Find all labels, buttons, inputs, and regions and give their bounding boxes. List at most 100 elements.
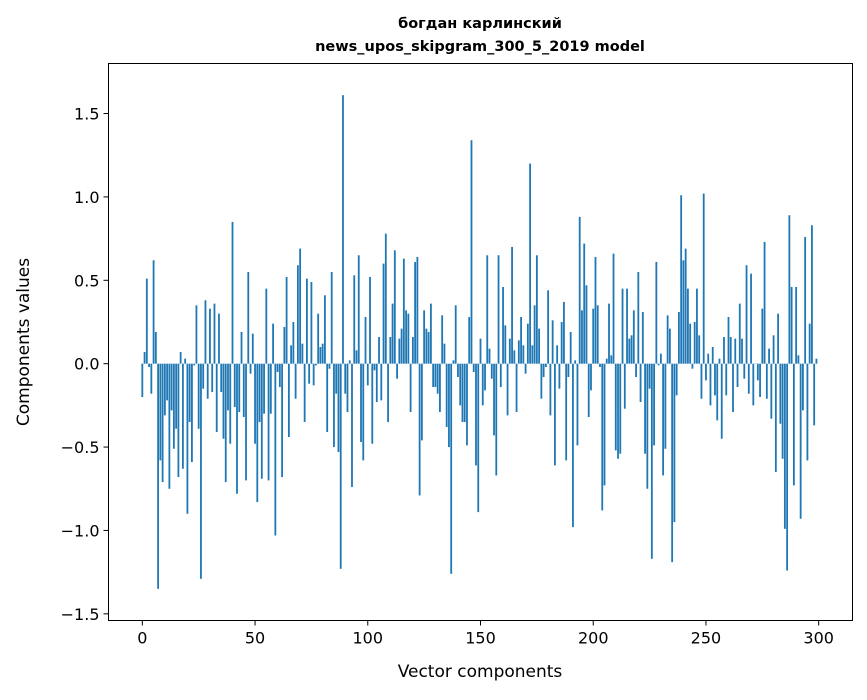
bar bbox=[721, 364, 723, 439]
bar bbox=[421, 364, 423, 441]
bar bbox=[349, 360, 351, 363]
bar bbox=[448, 364, 450, 447]
bar bbox=[356, 350, 358, 363]
bar bbox=[707, 354, 709, 364]
bar bbox=[802, 364, 804, 411]
bar bbox=[256, 364, 258, 502]
bar bbox=[200, 364, 202, 579]
bar bbox=[292, 322, 294, 364]
bar bbox=[274, 364, 276, 536]
bar bbox=[250, 364, 252, 374]
bar bbox=[795, 287, 797, 364]
bar bbox=[610, 355, 612, 363]
bar bbox=[209, 309, 211, 364]
bar bbox=[146, 279, 148, 364]
bar bbox=[468, 317, 470, 364]
bar bbox=[773, 335, 775, 363]
bar bbox=[500, 364, 502, 387]
bar bbox=[376, 364, 378, 402]
bar bbox=[247, 272, 249, 364]
bar bbox=[383, 264, 385, 364]
bar bbox=[295, 364, 297, 399]
bar bbox=[320, 347, 322, 364]
bar bbox=[683, 260, 685, 363]
bar bbox=[592, 309, 594, 364]
bar bbox=[283, 327, 285, 364]
bar bbox=[719, 359, 721, 364]
bar bbox=[604, 364, 606, 486]
bar bbox=[245, 364, 247, 481]
bar bbox=[538, 329, 540, 364]
bar bbox=[462, 364, 464, 422]
bar bbox=[570, 332, 572, 364]
bar bbox=[148, 364, 150, 367]
chart-title-line-2: news_upos_skipgram_300_5_2019 model bbox=[315, 39, 645, 55]
bar bbox=[712, 347, 714, 364]
bar bbox=[484, 364, 486, 391]
bar bbox=[734, 339, 736, 364]
bar bbox=[205, 300, 207, 363]
bar bbox=[473, 364, 475, 372]
bar bbox=[622, 289, 624, 364]
bar bbox=[816, 359, 818, 364]
bar bbox=[347, 364, 349, 412]
bar bbox=[680, 195, 682, 363]
bar bbox=[371, 364, 373, 444]
bar bbox=[777, 314, 779, 364]
x-tick-label: 150 bbox=[465, 629, 496, 648]
bar bbox=[214, 304, 216, 364]
bar bbox=[692, 364, 694, 369]
bar bbox=[511, 247, 513, 364]
bar bbox=[211, 364, 213, 392]
bar bbox=[396, 364, 398, 379]
bar bbox=[653, 364, 655, 446]
bar bbox=[608, 304, 610, 364]
bar bbox=[502, 287, 504, 364]
bar bbox=[701, 364, 703, 399]
bar bbox=[340, 364, 342, 569]
bar bbox=[455, 305, 457, 363]
bar bbox=[764, 242, 766, 364]
bar bbox=[333, 364, 335, 447]
bar bbox=[590, 364, 592, 391]
y-tick-label: −1.5 bbox=[61, 605, 100, 624]
bar bbox=[252, 334, 254, 364]
bar bbox=[531, 345, 533, 363]
bar bbox=[723, 337, 725, 364]
bar bbox=[791, 287, 793, 364]
bar bbox=[730, 337, 732, 364]
bar bbox=[554, 364, 556, 466]
bar bbox=[232, 222, 234, 364]
bar bbox=[177, 364, 179, 477]
bar bbox=[561, 322, 563, 364]
bar bbox=[811, 225, 813, 363]
bar bbox=[453, 360, 455, 363]
bar bbox=[392, 304, 394, 364]
bar bbox=[486, 255, 488, 363]
bar bbox=[198, 364, 200, 429]
bar bbox=[279, 364, 281, 387]
y-axis-label: Components values bbox=[14, 258, 34, 426]
bar bbox=[606, 359, 608, 364]
bar bbox=[329, 364, 331, 369]
bar bbox=[162, 364, 164, 482]
bar bbox=[369, 277, 371, 364]
bar bbox=[301, 344, 303, 364]
bar bbox=[642, 312, 644, 364]
bar bbox=[525, 364, 527, 374]
bar bbox=[685, 249, 687, 364]
bar bbox=[394, 250, 396, 363]
bar bbox=[786, 364, 788, 571]
bar bbox=[504, 325, 506, 363]
bar bbox=[272, 324, 274, 364]
bar bbox=[732, 364, 734, 412]
bar bbox=[155, 332, 157, 364]
bar bbox=[556, 345, 558, 363]
bar bbox=[412, 337, 414, 364]
bar bbox=[694, 322, 696, 364]
bar bbox=[407, 314, 409, 364]
bar bbox=[414, 262, 416, 364]
bar bbox=[365, 317, 367, 364]
bar bbox=[804, 237, 806, 364]
